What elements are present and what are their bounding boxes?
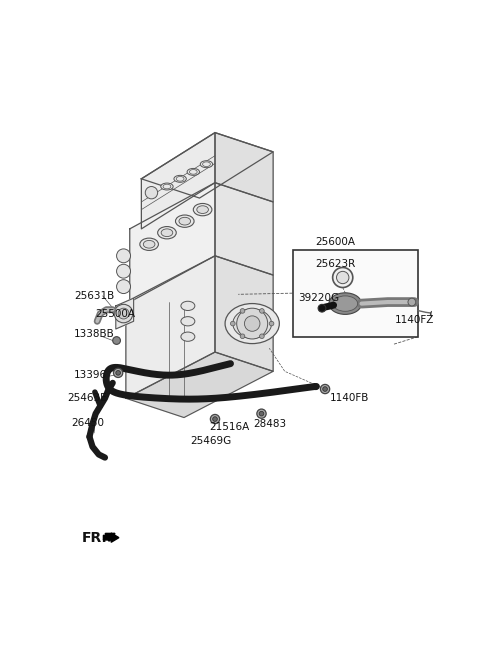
Ellipse shape [161,183,173,190]
Circle shape [114,304,133,323]
Ellipse shape [200,161,213,168]
Bar [292,250,418,337]
Polygon shape [126,256,215,398]
Circle shape [240,308,245,313]
Ellipse shape [225,304,279,344]
Polygon shape [142,133,273,198]
Circle shape [210,415,220,424]
Circle shape [116,371,120,375]
Text: 1338BB: 1338BB [74,329,115,339]
Ellipse shape [181,317,195,326]
Circle shape [321,384,330,394]
Ellipse shape [179,217,191,225]
Text: 25500A: 25500A [96,308,136,319]
Text: 26450: 26450 [71,418,104,428]
Circle shape [408,298,416,306]
Circle shape [336,272,349,283]
Text: 1140FB: 1140FB [330,393,369,403]
Ellipse shape [233,309,272,338]
Ellipse shape [333,296,358,312]
Circle shape [118,308,129,319]
Circle shape [213,417,217,421]
Text: 13396: 13396 [74,370,107,380]
Circle shape [257,409,266,419]
Circle shape [318,304,326,312]
Polygon shape [142,133,215,229]
Polygon shape [116,298,133,329]
Circle shape [230,321,235,326]
Text: 25463E: 25463E [68,393,108,403]
Text: 25623R: 25623R [316,258,356,268]
Circle shape [117,264,131,278]
Circle shape [244,316,260,331]
Text: 39220G: 39220G [298,293,339,303]
Ellipse shape [181,332,195,341]
Text: 25469G: 25469G [190,436,231,445]
Circle shape [117,249,131,263]
Text: 28483: 28483 [254,419,287,430]
Ellipse shape [144,240,155,248]
Polygon shape [215,182,273,275]
Ellipse shape [176,215,194,228]
Circle shape [260,308,264,313]
Polygon shape [126,352,273,417]
Circle shape [240,334,245,338]
Polygon shape [215,133,273,202]
Polygon shape [215,256,273,371]
Polygon shape [130,182,215,302]
Circle shape [113,368,123,377]
Ellipse shape [140,238,158,251]
Ellipse shape [329,293,361,314]
Circle shape [269,321,274,326]
Text: 1140FZ: 1140FZ [395,315,434,325]
Circle shape [323,387,327,392]
Ellipse shape [174,175,186,182]
Ellipse shape [161,229,173,237]
Polygon shape [103,533,119,543]
Circle shape [260,334,264,338]
Circle shape [145,186,157,199]
Circle shape [117,279,131,293]
Ellipse shape [187,169,200,175]
Text: 21516A: 21516A [210,422,250,432]
Ellipse shape [193,203,212,216]
Text: 25631B: 25631B [74,291,114,301]
Circle shape [259,411,264,416]
Circle shape [113,337,120,344]
Text: 25600A: 25600A [316,237,356,247]
Ellipse shape [181,301,195,310]
Text: FR.: FR. [82,531,108,544]
Ellipse shape [197,206,208,213]
Ellipse shape [157,226,176,239]
Circle shape [333,268,353,287]
Circle shape [237,308,268,339]
Circle shape [431,311,437,317]
